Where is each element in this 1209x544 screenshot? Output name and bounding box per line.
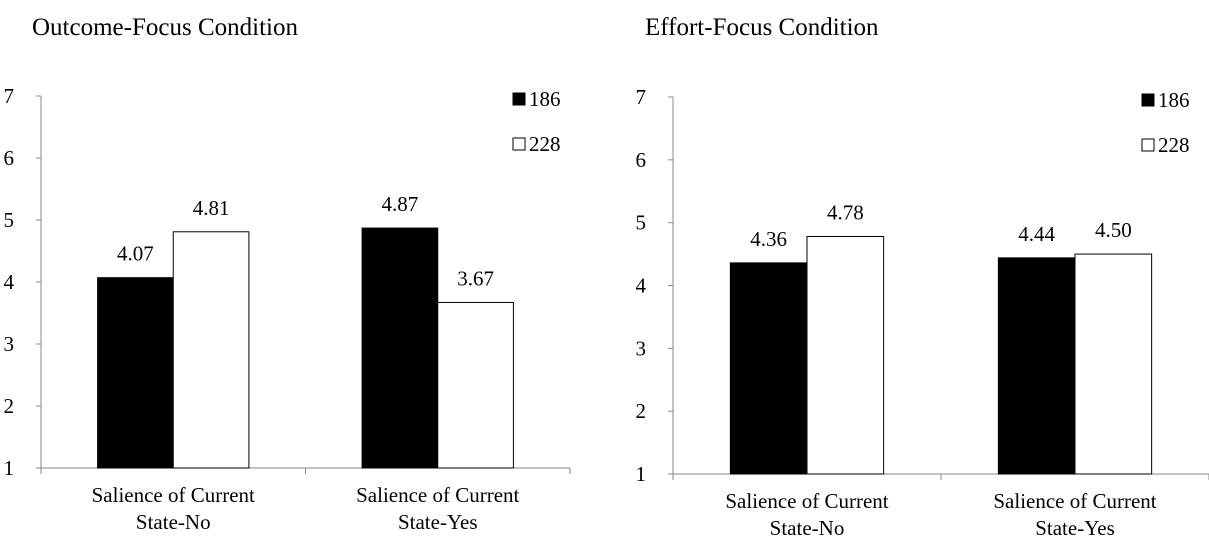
data-label: 4.36	[750, 227, 787, 251]
x-category-label: Salience of Current	[92, 483, 255, 507]
bar-series-186	[997, 257, 1076, 475]
legend-swatch	[1141, 138, 1155, 152]
bar-series-186	[97, 277, 174, 469]
data-label: 4.44	[1018, 222, 1055, 246]
data-label: 3.67	[457, 266, 494, 290]
legend-swatch	[512, 92, 526, 106]
data-label: 4.87	[382, 192, 419, 216]
y-tick-label: 4	[636, 274, 647, 298]
y-tick-label: 6	[4, 146, 15, 170]
x-category-label: State-Yes	[398, 510, 478, 534]
y-tick-label: 5	[4, 208, 15, 232]
data-label: 4.78	[827, 200, 864, 224]
bar-series-228	[806, 235, 885, 475]
bar-chart-effort-focus: 1 2 3 4 5 6 7 4.36 4.78 Salience of Current State-…	[636, 85, 1209, 540]
bar-series-186	[729, 262, 808, 475]
bar-series-186	[361, 227, 439, 469]
x-category-label: Salience of Current	[993, 489, 1156, 513]
bar-series-228	[1074, 253, 1153, 475]
bar-chart-outcome-focus: 1 2 3 4 5 6 7 4.07 4.81 Salience of Current State-…	[4, 84, 571, 534]
bar-series-228	[437, 301, 514, 469]
data-label: 4.07	[117, 242, 154, 266]
x-category-label: Salience of Current	[356, 483, 519, 507]
x-category-label: Salience of Current	[725, 489, 888, 513]
data-label: 4.81	[193, 196, 230, 220]
y-tick-label: 4	[4, 270, 15, 294]
legend-label: 228	[1158, 133, 1190, 157]
legend-label: 186	[529, 87, 561, 111]
y-tick-label: 2	[4, 394, 15, 418]
y-tick-label: 3	[636, 336, 647, 360]
y-tick-label: 5	[636, 211, 647, 235]
x-category-label: State-No	[770, 516, 845, 540]
y-tick-label: 7	[4, 84, 15, 108]
bar-series-228	[172, 231, 250, 469]
x-category-label: State-No	[136, 510, 211, 534]
y-tick-label: 1	[4, 456, 15, 480]
legend-swatch	[512, 137, 526, 151]
legend-label: 228	[529, 132, 561, 156]
y-tick-label: 7	[636, 85, 647, 109]
y-tick-label: 2	[636, 399, 647, 423]
y-tick-label: 3	[4, 332, 15, 356]
data-label: 4.50	[1095, 218, 1132, 242]
x-category-label: State-Yes	[1035, 516, 1115, 540]
legend-swatch	[1141, 93, 1155, 107]
y-tick-label: 6	[636, 148, 647, 172]
y-tick-label: 1	[636, 462, 647, 486]
chart-title-effort-focus: Effort-Focus Condition	[645, 14, 879, 41]
chart-title-outcome-focus: Outcome-Focus Condition	[32, 14, 298, 41]
legend-label: 186	[1158, 88, 1190, 112]
